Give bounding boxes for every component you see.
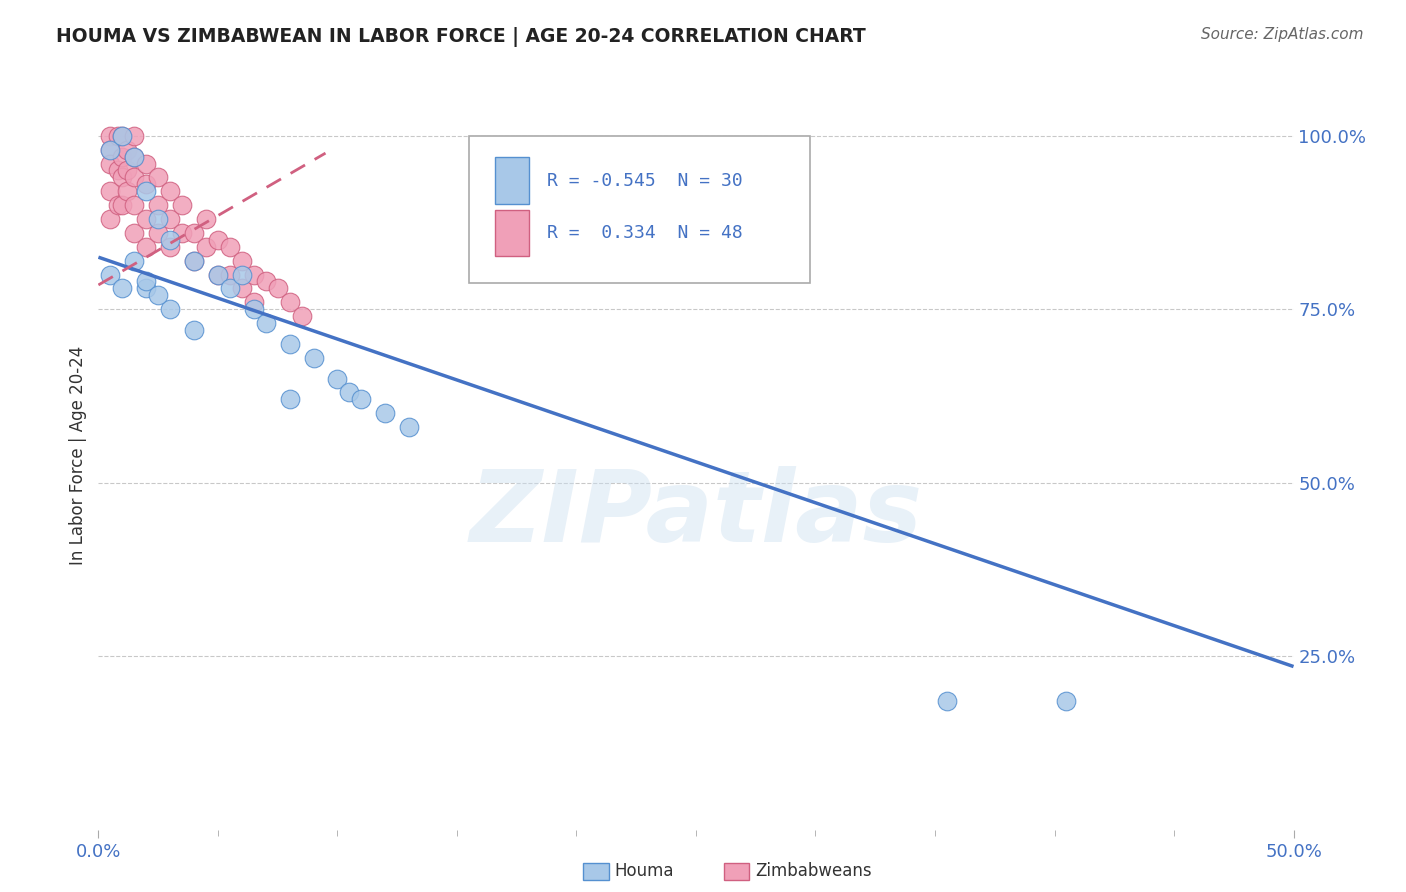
Point — [219, 281, 242, 295]
Point — [278, 295, 301, 310]
Point — [111, 128, 134, 143]
Point — [135, 156, 157, 170]
Point — [339, 385, 361, 400]
Point — [172, 198, 194, 212]
Point — [159, 233, 181, 247]
Point — [148, 288, 170, 302]
Point — [183, 253, 205, 268]
Point — [135, 281, 157, 295]
Point — [350, 392, 373, 407]
Point — [291, 309, 314, 323]
Point — [124, 128, 146, 143]
Point — [278, 392, 301, 407]
Point — [159, 302, 181, 317]
Point — [111, 150, 134, 164]
Point — [115, 184, 138, 198]
Point — [183, 226, 205, 240]
Point — [183, 253, 205, 268]
Point — [243, 295, 266, 310]
Point — [107, 163, 129, 178]
Point — [254, 316, 277, 330]
Point — [183, 323, 205, 337]
Point — [124, 253, 146, 268]
Point — [124, 150, 146, 164]
Point — [936, 694, 959, 708]
Point — [148, 226, 170, 240]
Point — [159, 212, 181, 227]
Point — [124, 198, 146, 212]
Point — [148, 212, 170, 227]
Point — [231, 268, 253, 282]
Point — [124, 226, 146, 240]
Point — [159, 240, 181, 254]
Point — [124, 170, 146, 185]
Point — [195, 212, 218, 227]
Text: ZIPatlas: ZIPatlas — [470, 467, 922, 564]
Point — [98, 212, 122, 227]
Point — [135, 184, 157, 198]
Text: Source: ZipAtlas.com: Source: ZipAtlas.com — [1201, 27, 1364, 42]
Text: HOUMA VS ZIMBABWEAN IN LABOR FORCE | AGE 20-24 CORRELATION CHART: HOUMA VS ZIMBABWEAN IN LABOR FORCE | AGE… — [56, 27, 866, 46]
Point — [135, 240, 157, 254]
Point — [98, 156, 122, 170]
Point — [231, 281, 253, 295]
Point — [111, 281, 134, 295]
FancyBboxPatch shape — [495, 210, 529, 256]
Text: R = -0.545  N = 30: R = -0.545 N = 30 — [547, 171, 742, 190]
Y-axis label: In Labor Force | Age 20-24: In Labor Force | Age 20-24 — [69, 345, 87, 565]
Point — [135, 212, 157, 227]
Point — [111, 198, 134, 212]
Point — [111, 170, 134, 185]
Point — [243, 268, 266, 282]
Point — [207, 233, 229, 247]
Point — [98, 143, 122, 157]
Point — [107, 128, 129, 143]
Point — [98, 184, 122, 198]
Point — [135, 275, 157, 289]
Point — [115, 163, 138, 178]
Text: R =  0.334  N = 48: R = 0.334 N = 48 — [547, 224, 742, 242]
Point — [135, 178, 157, 192]
Point — [115, 143, 138, 157]
Point — [111, 128, 134, 143]
Point — [207, 268, 229, 282]
Point — [148, 170, 170, 185]
Text: Houma: Houma — [614, 863, 673, 880]
Point — [107, 198, 129, 212]
Point — [98, 143, 122, 157]
Point — [1056, 694, 1078, 708]
Point — [231, 253, 253, 268]
Point — [159, 184, 181, 198]
Point — [124, 150, 146, 164]
Point — [278, 337, 301, 351]
Text: Zimbabweans: Zimbabweans — [755, 863, 872, 880]
Point — [243, 302, 266, 317]
Point — [326, 371, 349, 385]
Point — [398, 420, 420, 434]
Point — [148, 198, 170, 212]
Point — [374, 406, 396, 420]
Point — [267, 281, 290, 295]
Point — [302, 351, 325, 365]
Point — [207, 268, 229, 282]
Point — [98, 268, 122, 282]
Point — [195, 240, 218, 254]
Point — [98, 128, 122, 143]
FancyBboxPatch shape — [470, 136, 810, 283]
Point — [219, 240, 242, 254]
Point — [172, 226, 194, 240]
Point — [254, 275, 277, 289]
FancyBboxPatch shape — [495, 158, 529, 204]
Point — [219, 268, 242, 282]
